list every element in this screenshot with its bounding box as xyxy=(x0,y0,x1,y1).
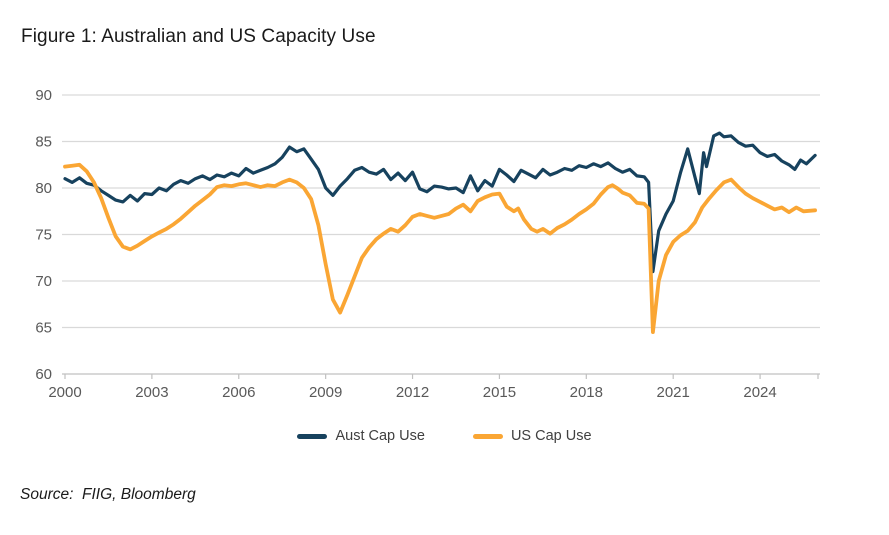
y-tick-label: 60 xyxy=(35,366,52,383)
capacity-use-line-chart: 60 65 70 75 80 85 90 2000 2003 2006 2009 2012 2015 20… xyxy=(35,87,820,401)
series-line-aust-cap-use xyxy=(63,131,817,274)
legend-item-aust: Aust Cap Use xyxy=(297,428,425,444)
x-tick-label: 2021 xyxy=(657,384,690,401)
series-line-us-cap-use xyxy=(63,162,817,335)
x-tick-label: 2018 xyxy=(570,384,603,401)
x-tick-label: 2003 xyxy=(135,384,168,401)
x-tick-label: 2015 xyxy=(483,384,516,401)
legend-label-aust: Aust Cap Use xyxy=(335,428,425,444)
x-tick-label: 2006 xyxy=(222,384,255,401)
x-tick-label: 2024 xyxy=(743,384,776,401)
page-title: Figure 1: Australian and US Capacity Use xyxy=(21,26,376,47)
y-tick-label: 70 xyxy=(35,273,52,290)
y-tick-label: 80 xyxy=(35,180,52,197)
y-tick-label: 90 xyxy=(35,87,52,104)
legend-label-us: US Cap Use xyxy=(510,428,592,444)
x-tick-label: 2012 xyxy=(396,384,429,401)
y-tick-label: 65 xyxy=(35,320,52,337)
us-line-swatch-icon xyxy=(472,433,503,439)
legend: Aust Cap Use US Cap Use xyxy=(0,428,889,444)
x-tick-label: 2009 xyxy=(309,384,342,401)
x-tick-label: 2000 xyxy=(48,384,81,401)
y-tick-label: 85 xyxy=(35,134,52,151)
aust-line-swatch-icon xyxy=(297,433,328,439)
legend-item-us: US Cap Use xyxy=(472,428,592,444)
source-note: Source: FIIG, Bloomberg xyxy=(20,486,196,503)
y-tick-label: 75 xyxy=(35,227,52,244)
